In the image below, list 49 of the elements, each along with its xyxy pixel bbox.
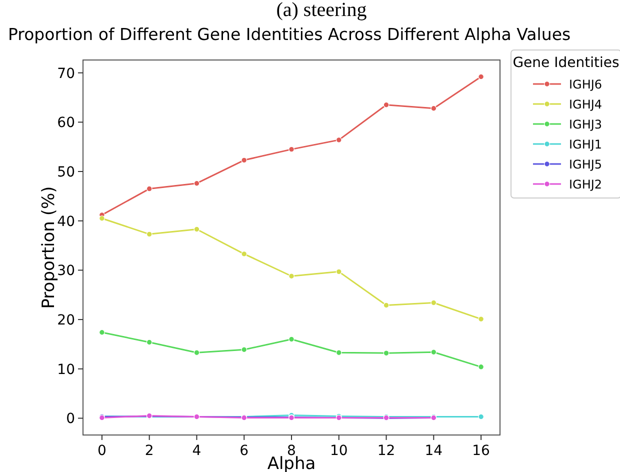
x-tick-label: 0 [97,443,106,459]
x-tick-label: 4 [192,443,202,459]
y-tick-label: 70 [57,66,75,82]
y-tick-label: 60 [57,115,75,132]
y-axis-title: Proportion (%) [39,186,59,309]
point [241,250,248,257]
legend-label: IGHJ3 [569,118,602,132]
point [478,414,484,420]
legend-title: Gene Identities [512,55,620,71]
point [146,231,152,238]
point [336,268,342,275]
x-tick-label: 8 [287,443,296,459]
point [336,136,342,143]
x-tick-label: 16 [472,443,490,459]
legend-label: IGHJ2 [569,178,602,192]
legend-label: IGHJ4 [569,98,602,112]
x-tick-label: 2 [144,443,154,459]
x-tick-label: 14 [424,443,443,459]
x-tick-label: 10 [330,443,348,459]
chart-title: (a) steering [276,0,367,21]
point [478,74,484,80]
point [383,102,390,108]
point [194,226,200,232]
point [430,349,437,356]
point [478,316,484,322]
chart-subtitle: Proportion of Different Gene Identities Across Different Alpha Values [8,25,571,44]
point [336,350,342,356]
point [146,339,152,346]
legend-label: IGHJ6 [569,78,602,92]
y-tick-label: 10 [57,362,75,378]
point [241,157,248,164]
point [383,350,390,356]
point [478,364,484,370]
point [146,186,152,192]
y-tick-label: 40 [57,214,75,230]
legend-label: IGHJ5 [569,158,602,172]
x-tick-label: 6 [240,443,249,459]
point [99,215,105,222]
point [241,346,248,353]
point [288,336,294,342]
point [430,300,437,306]
y-tick-label: 50 [57,164,75,181]
legend-label: IGHJ1 [569,138,602,152]
y-tick-label: 0 [66,411,75,428]
y-tick-label: 20 [57,312,75,329]
point [383,302,390,308]
x-tick-label: 12 [377,443,396,459]
point [194,350,200,356]
y-tick-label: 30 [57,263,75,280]
